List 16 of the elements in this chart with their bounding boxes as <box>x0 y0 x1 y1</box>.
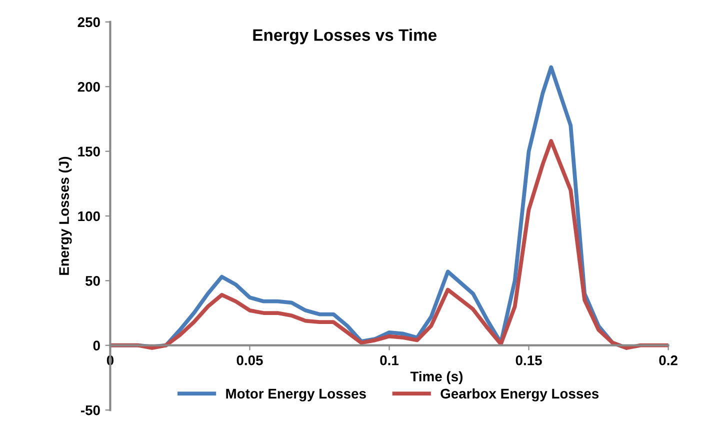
y-tick-label: 100 <box>78 211 100 222</box>
y-tick-label: 0 <box>93 340 100 351</box>
y-tick-label: 250 <box>78 17 100 28</box>
y-tick-label: 150 <box>78 146 100 156</box>
chart-title: Energy Losses vs Time <box>253 28 437 44</box>
x-tick-label: 0.15 <box>516 355 542 366</box>
y-axis-title: Energy Losses (J) <box>58 156 72 275</box>
x-tick-label: 0.1 <box>380 355 399 366</box>
x-axis-title: Time (s) <box>410 371 463 384</box>
y-tick-label: -50 <box>80 405 100 416</box>
legend-label: Motor Energy Losses <box>226 388 366 402</box>
y-tick-label: 50 <box>85 276 100 286</box>
y-tick-label: 200 <box>78 82 100 92</box>
x-tick-label: 0.2 <box>659 355 678 366</box>
x-tick-label: 0.05 <box>236 355 263 366</box>
legend-label: Gearbox Energy Losses <box>440 388 599 402</box>
